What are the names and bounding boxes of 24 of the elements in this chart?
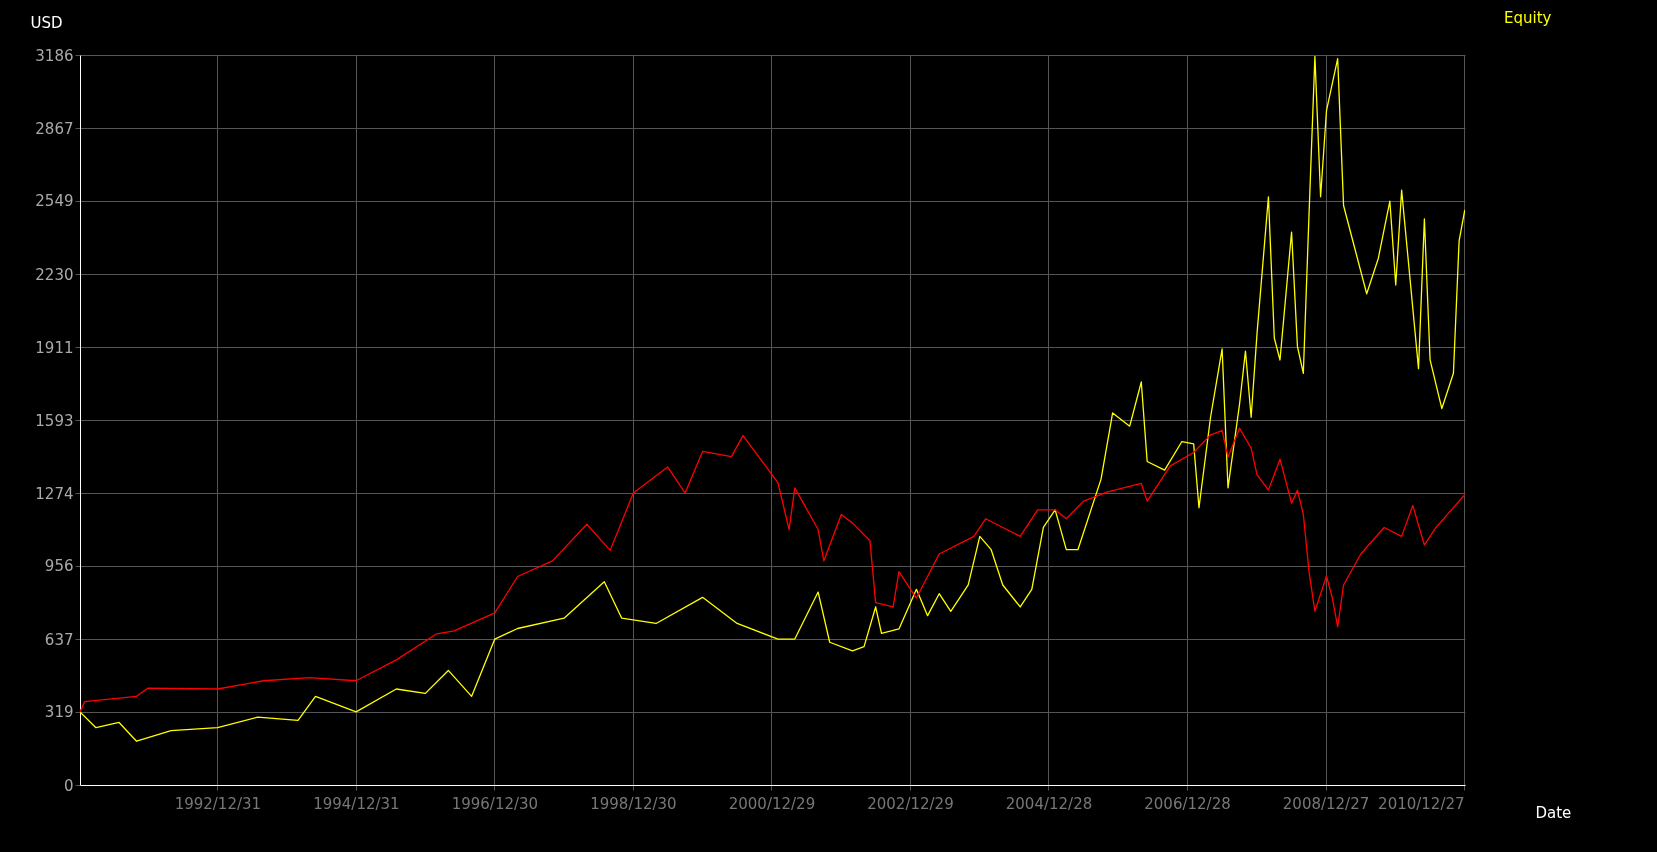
y-tick-label: 3186: [35, 46, 74, 65]
text: Equity: [1504, 8, 1552, 27]
y-tick-label: 956: [44, 557, 74, 576]
y-tick-label: 0: [63, 776, 74, 795]
x-axis-title: Date: [1535, 803, 1572, 822]
x-tick-label: 2000/12/29: [728, 794, 816, 813]
y-tick-label: 1911: [35, 338, 74, 357]
y-tick-label: 1274: [35, 484, 74, 503]
x-tick-label: 1998/12/30: [590, 794, 677, 813]
y-tick-label: 2549: [35, 192, 74, 211]
y-tick-label: 637: [44, 630, 74, 649]
x-tick-label: 1992/12/31: [174, 794, 262, 813]
x-tick-label: 2010/12/27: [1378, 794, 1465, 813]
x-tick-label: 2008/12/27: [1282, 794, 1370, 813]
y-axis-title: USD: [30, 13, 63, 32]
x-tick-label: 1996/12/30: [451, 794, 539, 813]
x-tick-label: 1994/12/31: [313, 794, 400, 813]
x-tick-label: 2004/12/28: [1005, 794, 1093, 813]
x-tick-label: 2006/12/28: [1144, 794, 1231, 813]
y-tick-label: 2230: [35, 265, 74, 284]
y-tick-label: 2867: [35, 119, 74, 138]
x-tick-label: 2002/12/29: [867, 794, 954, 813]
y-tick-label: 319: [44, 703, 74, 722]
y-tick-label: 1593: [35, 411, 74, 430]
